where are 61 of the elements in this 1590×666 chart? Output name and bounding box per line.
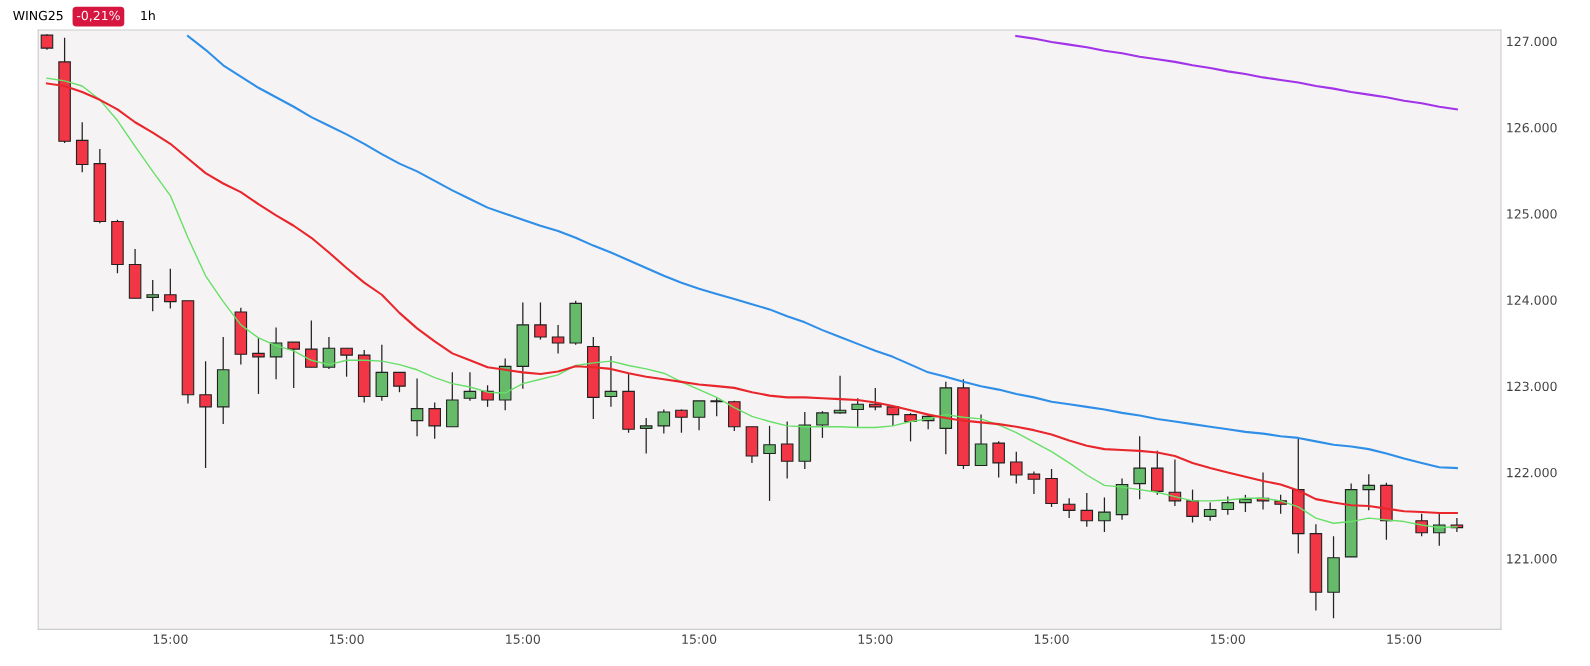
candlestick bbox=[1080, 492, 1094, 528]
y-tick-label: 123.000 bbox=[1507, 381, 1557, 392]
candlestick bbox=[305, 319, 318, 368]
line-series bbox=[1015, 34, 1458, 111]
chart-title: WING25 bbox=[13, 10, 63, 21]
text: -0,21% bbox=[76, 10, 120, 22]
candlestick bbox=[1098, 496, 1111, 533]
candlestick bbox=[710, 397, 723, 417]
y-tick-label: 125.000 bbox=[1507, 209, 1557, 219]
x-tick-label: 15:00 bbox=[153, 634, 188, 644]
candlestick bbox=[904, 412, 917, 442]
line-series bbox=[186, 34, 1458, 470]
candlestick bbox=[146, 279, 159, 312]
candlestick bbox=[1362, 473, 1376, 511]
candlestick bbox=[534, 301, 547, 341]
candlestick bbox=[639, 417, 653, 455]
x-tick-label: 15:00 bbox=[506, 634, 540, 644]
x-tick-label: 15:00 bbox=[1034, 634, 1069, 644]
candlestick bbox=[287, 341, 300, 389]
candlestick bbox=[816, 410, 829, 439]
candlestick bbox=[322, 336, 336, 370]
candlestick bbox=[1010, 451, 1023, 485]
candlestick bbox=[252, 337, 265, 395]
candlestick bbox=[1186, 489, 1199, 524]
y-tick-label: 121.000 bbox=[1507, 554, 1557, 564]
candlestick bbox=[780, 420, 794, 480]
candlestick bbox=[992, 440, 1005, 479]
x-tick-label: 15:00 bbox=[1387, 634, 1422, 644]
candlestick bbox=[692, 400, 706, 431]
candlestick bbox=[1203, 501, 1217, 522]
y-tick-label: 122.000 bbox=[1507, 467, 1557, 478]
candlestick bbox=[463, 371, 477, 402]
candlestick bbox=[763, 425, 776, 502]
x-tick-label: 15:00 bbox=[1211, 634, 1245, 644]
candlestick bbox=[199, 360, 212, 469]
candlestick bbox=[551, 324, 565, 355]
y-tick-label: 124.000 bbox=[1507, 295, 1557, 305]
candlestick bbox=[869, 387, 882, 411]
candlestick bbox=[1062, 497, 1076, 519]
candlestick bbox=[1151, 450, 1164, 496]
candlestick bbox=[340, 347, 353, 378]
y-tick-label: 126.000 bbox=[1507, 122, 1557, 133]
candlestick bbox=[675, 408, 688, 434]
candlestick bbox=[604, 355, 618, 408]
candlestick bbox=[1027, 470, 1041, 495]
y-tick-label: 127.000 bbox=[1507, 36, 1557, 47]
candlestick bbox=[657, 408, 671, 435]
candlestick bbox=[164, 268, 177, 310]
candlestick bbox=[974, 413, 988, 467]
chart-subtitle: 1h bbox=[141, 10, 155, 21]
x-tick-label: 15:00 bbox=[682, 634, 717, 644]
x-tick-label: 15:00 bbox=[858, 634, 893, 644]
candlestick bbox=[1221, 495, 1235, 516]
candlestick bbox=[481, 384, 494, 408]
candlestick bbox=[833, 375, 847, 415]
candlestick bbox=[428, 401, 441, 440]
x-tick-label: 15:00 bbox=[329, 634, 364, 644]
candlestick bbox=[851, 397, 864, 428]
candlestick bbox=[410, 377, 424, 437]
candlestick bbox=[1133, 435, 1146, 500]
candlestick bbox=[393, 371, 406, 393]
